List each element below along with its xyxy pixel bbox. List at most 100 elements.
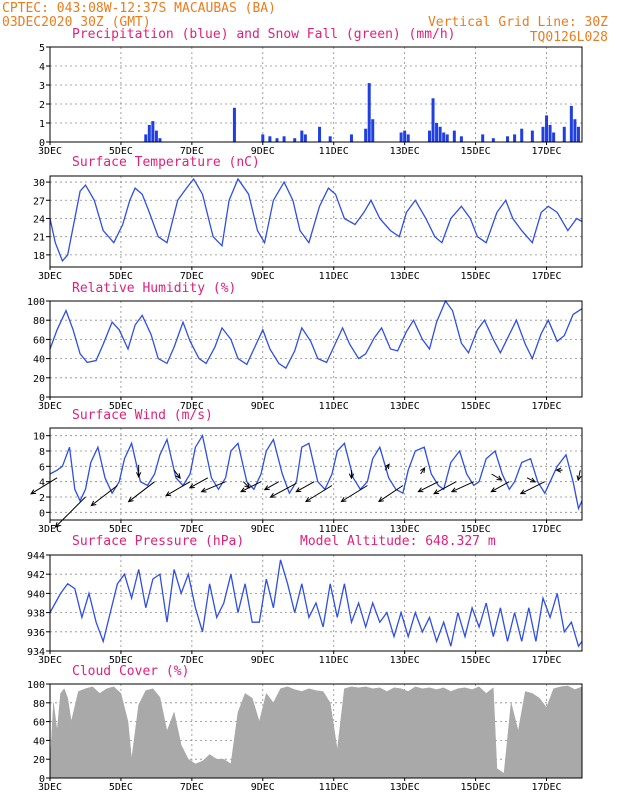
y-tick-label: 1 xyxy=(39,119,45,130)
x-tick-label: 13DEC xyxy=(390,524,420,535)
y-tick-label: 5 xyxy=(39,43,45,54)
panel-5: Cloud Cover (%) 0 20 40 60 80 100 3DEC 5DEC 7DEC 9… xyxy=(27,664,583,793)
y-tick-label: 0 xyxy=(39,138,45,149)
x-tick-label: 3DEC xyxy=(38,655,62,666)
precip-bar xyxy=(275,138,279,142)
wind-arrow-head xyxy=(530,477,537,483)
wind-arrow-head xyxy=(127,496,134,503)
y-tick-label: 24 xyxy=(33,214,45,225)
x-tick-label: 11DEC xyxy=(319,401,349,412)
wind-arrow-head xyxy=(188,483,195,489)
y-tick-label: 938 xyxy=(27,609,45,620)
y-tick-label: 30 xyxy=(33,178,45,189)
y-tick-label: 2 xyxy=(39,493,45,504)
x-tick-label: 7DEC xyxy=(180,524,204,535)
precip-bar xyxy=(548,124,552,142)
wind-arrow xyxy=(173,469,181,479)
x-tick-label: 3DEC xyxy=(38,401,62,412)
y-tick-label: 20 xyxy=(33,374,45,385)
wind-arrow xyxy=(189,477,209,489)
precip-bar xyxy=(520,128,524,142)
wind-arrow-head xyxy=(295,487,302,493)
precip-bar xyxy=(232,107,236,142)
x-tick-label: 3DEC xyxy=(38,146,62,157)
precip-bar xyxy=(328,136,332,142)
panel-frame xyxy=(49,175,583,268)
wind-arrow-head xyxy=(496,475,503,481)
precip-bar xyxy=(445,134,449,142)
x-tick-label: 15DEC xyxy=(461,782,491,793)
panel-title: Relative Humidity (%) xyxy=(72,281,236,296)
x-tick-label: 5DEC xyxy=(109,524,133,535)
precip-bar xyxy=(541,126,545,142)
wind-arrow xyxy=(128,481,155,503)
x-tick-label: 9DEC xyxy=(251,271,275,282)
wind-arrow-head xyxy=(175,473,181,480)
x-tick-label: 11DEC xyxy=(319,524,349,535)
y-tick-label: 27 xyxy=(33,196,45,207)
wind-arrow xyxy=(420,467,426,475)
wind-arrow-head xyxy=(30,489,37,495)
x-tick-label: 7DEC xyxy=(180,782,204,793)
y-tick-label: 0 xyxy=(39,774,45,785)
precip-bar xyxy=(367,83,371,142)
wind-arrow-head xyxy=(348,473,355,480)
precip-bar xyxy=(406,134,410,142)
y-tick-label: 934 xyxy=(27,647,45,658)
x-tick-label: 11DEC xyxy=(319,146,349,157)
precip-bar xyxy=(293,138,297,142)
panel-2: Relative Humidity (%) 0 20 40 60 80 100 3DEC 5DE… xyxy=(27,281,583,412)
wind-arrow-head xyxy=(377,496,384,503)
wind-arrow-head xyxy=(576,475,582,482)
wind-arrow-head xyxy=(304,497,311,503)
precip-bar xyxy=(459,136,463,142)
precip-bar xyxy=(261,134,265,142)
x-tick-label: 9DEC xyxy=(251,782,275,793)
precip-bar xyxy=(438,126,442,142)
wind-arrow xyxy=(384,463,390,471)
precip-bar xyxy=(435,123,439,142)
wind-arrow xyxy=(491,481,510,493)
y-tick-label: 40 xyxy=(33,355,45,366)
x-tick-label: 3DEC xyxy=(38,271,62,282)
precip-bar xyxy=(349,134,353,142)
x-tick-label: 17DEC xyxy=(531,401,561,412)
precip-bar xyxy=(530,130,534,142)
precip-bar xyxy=(569,105,573,142)
y-tick-label: 80 xyxy=(33,316,45,327)
y-tick-label: 944 xyxy=(27,551,45,562)
wind-arrow xyxy=(30,477,58,495)
panel-3: Surface Wind (m/s) 0 2 4 6 8 10 3DEC 5DEC 7DEC 9DE… xyxy=(30,408,583,535)
wind-arrow xyxy=(295,481,315,493)
wind-arrow-head xyxy=(384,463,390,470)
x-tick-label: 5DEC xyxy=(109,401,133,412)
precip-bar xyxy=(562,126,566,142)
wind-arrow xyxy=(305,485,333,502)
x-tick-label: 9DEC xyxy=(251,401,275,412)
wind-arrow-head xyxy=(433,489,440,495)
wind-arrow-head xyxy=(490,487,497,493)
panel-frame xyxy=(49,300,583,398)
wind-arrow xyxy=(341,485,368,502)
series-line xyxy=(49,559,583,648)
wind-arrow xyxy=(491,473,502,481)
precip-bar xyxy=(427,130,431,142)
x-tick-label: 15DEC xyxy=(461,524,491,535)
x-tick-label: 13DEC xyxy=(390,146,420,157)
x-tick-label: 9DEC xyxy=(251,146,275,157)
precip-bar xyxy=(513,134,517,142)
wind-arrow-head xyxy=(417,487,424,493)
panel-1: Surface Temperature (nC) 18 21 24 27 30 3DEC 5D… xyxy=(33,155,583,282)
header-date: 03DEC2020 30Z (GMT) xyxy=(2,15,151,30)
wind-arrow-head xyxy=(555,467,562,473)
x-tick-label: 7DEC xyxy=(180,401,204,412)
x-tick-label: 15DEC xyxy=(461,271,491,282)
precip-bar xyxy=(442,132,446,142)
x-tick-label: 11DEC xyxy=(319,271,349,282)
x-tick-label: 13DEC xyxy=(390,271,420,282)
header-grid-line: Vertical Grid Line: 30Z xyxy=(428,15,608,30)
wind-arrow xyxy=(264,481,280,491)
panel-annotation: Model Altitude: 648.327 m xyxy=(300,534,496,549)
precip-bar xyxy=(300,130,304,142)
precip-bar xyxy=(399,132,403,142)
